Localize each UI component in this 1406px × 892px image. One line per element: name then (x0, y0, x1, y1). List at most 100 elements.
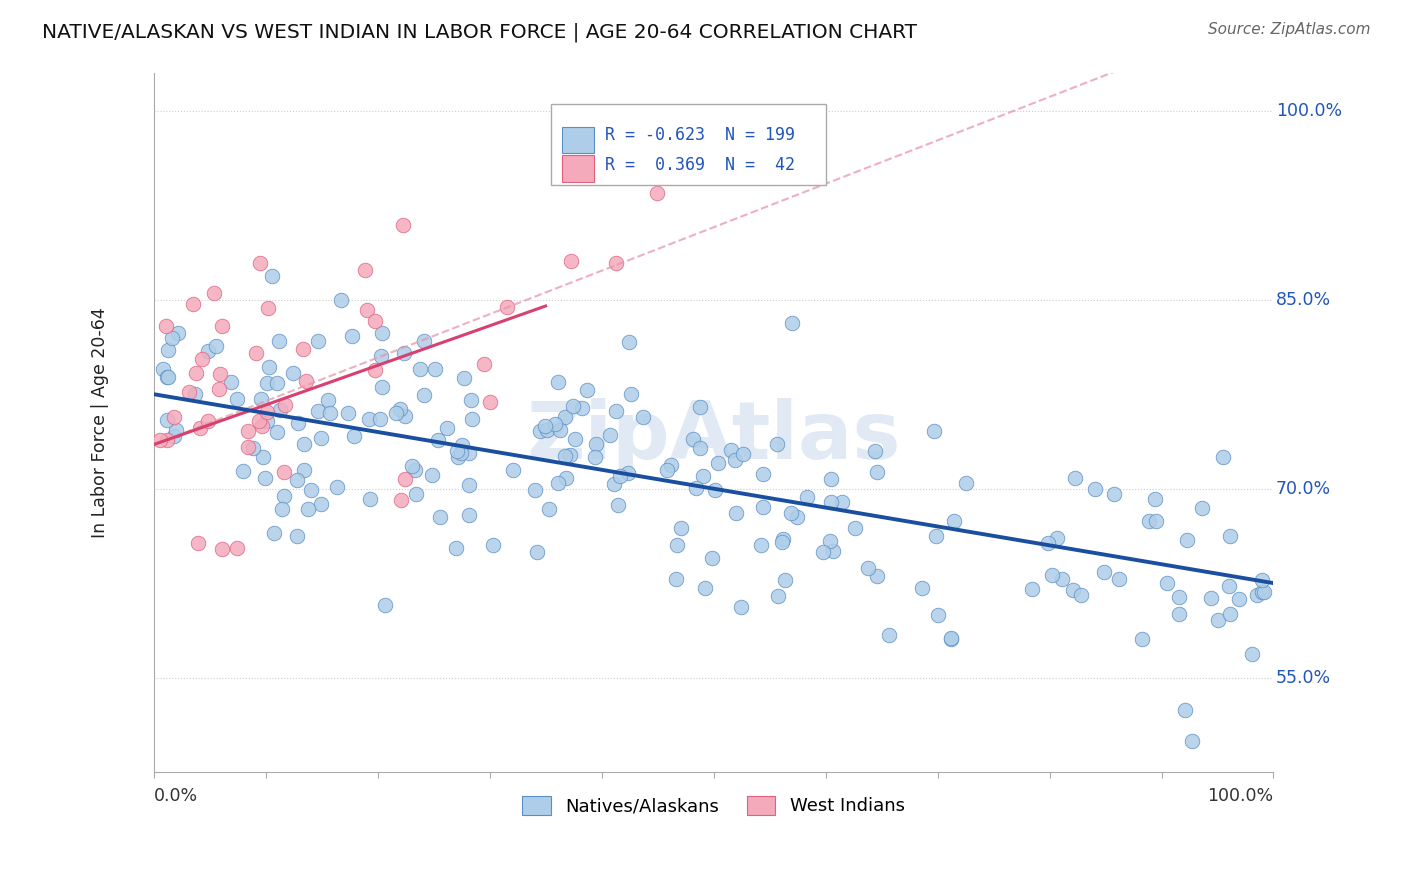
Point (156, 370, 179, 384)
Point (955, 475, 977, 490)
Point (292, 437, 315, 451)
Point (1218, 579, 1240, 593)
Point (1241, 647, 1264, 661)
Point (436, 421, 458, 435)
Point (1191, 501, 1213, 516)
Point (458, 478, 481, 492)
Point (342, 329, 364, 343)
Point (385, 406, 408, 420)
Text: ZipAtlas: ZipAtlas (526, 398, 901, 475)
Point (453, 371, 475, 385)
Point (1137, 514, 1160, 528)
Point (553, 410, 575, 425)
Point (266, 425, 288, 440)
Point (401, 459, 423, 474)
Point (190, 351, 212, 366)
FancyBboxPatch shape (551, 104, 825, 185)
Point (287, 416, 309, 430)
Point (547, 376, 569, 390)
Point (479, 395, 502, 409)
Point (666, 538, 689, 552)
Point (1246, 588, 1268, 602)
Point (1130, 632, 1153, 647)
Point (163, 429, 186, 443)
Point (392, 219, 415, 233)
Point (197, 344, 219, 359)
Point (547, 475, 569, 490)
Point (561, 400, 583, 414)
Point (148, 433, 170, 447)
Point (599, 427, 621, 442)
Point (1229, 592, 1251, 607)
Point (309, 431, 332, 445)
Point (689, 400, 711, 414)
Point (796, 490, 818, 504)
Point (357, 411, 380, 425)
Point (1156, 575, 1178, 590)
Point (911, 581, 934, 595)
Point (941, 631, 963, 645)
Point (543, 417, 565, 432)
Point (780, 506, 803, 520)
Point (354, 263, 377, 277)
Point (720, 442, 742, 457)
Point (446, 444, 468, 458)
Point (273, 489, 295, 503)
Point (1175, 533, 1198, 547)
Point (496, 300, 519, 314)
Point (166, 326, 188, 340)
Point (319, 406, 342, 420)
Point (820, 472, 842, 486)
Point (307, 404, 329, 418)
Point (360, 491, 382, 506)
Point (269, 403, 291, 417)
Point (245, 346, 267, 360)
Point (575, 384, 598, 398)
Point (770, 534, 793, 549)
Point (364, 363, 387, 377)
Point (236, 440, 259, 454)
Point (692, 468, 714, 483)
Point (294, 374, 316, 388)
Point (238, 424, 260, 438)
Point (529, 424, 551, 438)
Point (429, 509, 451, 524)
Point (941, 632, 963, 647)
Point (1199, 591, 1222, 606)
Point (209, 367, 232, 381)
Point (231, 464, 253, 478)
Point (1219, 529, 1241, 543)
Point (866, 465, 889, 479)
Point (555, 470, 578, 484)
Point (299, 483, 322, 497)
Point (457, 508, 479, 523)
Point (281, 366, 304, 380)
Point (211, 318, 233, 333)
Point (1206, 614, 1229, 628)
Point (1092, 565, 1115, 579)
Point (394, 409, 416, 423)
Point (818, 534, 841, 549)
Point (249, 392, 271, 406)
Point (831, 495, 853, 509)
Point (657, 462, 679, 476)
Point (371, 380, 394, 394)
Point (700, 551, 723, 566)
Point (307, 334, 329, 349)
Text: 100.0%: 100.0% (1275, 102, 1341, 120)
Point (665, 573, 688, 587)
Text: 85.0%: 85.0% (1275, 291, 1331, 309)
Point (773, 573, 796, 587)
Point (1036, 536, 1059, 550)
Point (263, 526, 285, 541)
Point (457, 446, 479, 460)
Point (256, 405, 278, 419)
Point (786, 510, 808, 524)
FancyBboxPatch shape (562, 155, 593, 182)
Point (472, 357, 495, 371)
Point (405, 487, 427, 501)
Point (751, 467, 773, 481)
Point (1046, 531, 1069, 545)
Point (413, 334, 436, 349)
Point (187, 536, 209, 550)
